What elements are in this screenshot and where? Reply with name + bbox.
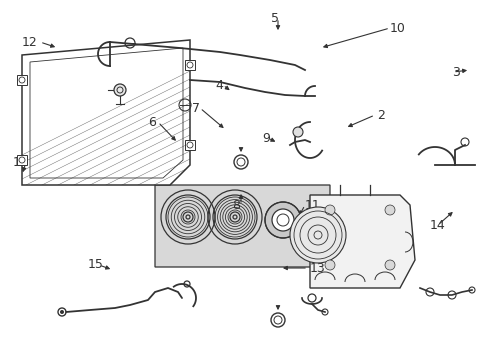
Bar (184, 140, 195, 150)
Circle shape (384, 205, 394, 215)
Text: 15: 15 (88, 258, 103, 271)
Text: 13: 13 (309, 261, 325, 275)
Circle shape (114, 84, 126, 96)
Text: 8: 8 (231, 198, 240, 212)
Bar (17, 75, 27, 85)
Text: 3: 3 (451, 66, 459, 78)
Text: 1: 1 (13, 156, 21, 168)
Circle shape (289, 207, 346, 263)
Circle shape (301, 208, 328, 236)
Circle shape (325, 260, 334, 270)
Text: 9: 9 (262, 131, 269, 144)
Circle shape (60, 310, 64, 314)
Polygon shape (22, 40, 190, 185)
Text: 5: 5 (270, 12, 279, 24)
Bar (17, 155, 27, 165)
Text: 12: 12 (22, 36, 38, 49)
Bar (184, 60, 195, 70)
Circle shape (264, 202, 301, 238)
Text: 6: 6 (148, 116, 156, 129)
Polygon shape (155, 185, 329, 267)
Polygon shape (309, 195, 414, 288)
Text: 4: 4 (215, 78, 223, 91)
Circle shape (271, 209, 293, 231)
Circle shape (384, 260, 394, 270)
Text: 14: 14 (429, 219, 445, 231)
Circle shape (325, 205, 334, 215)
Text: 11: 11 (305, 198, 320, 212)
Text: 10: 10 (389, 22, 405, 35)
Circle shape (306, 214, 323, 230)
Text: 7: 7 (192, 102, 200, 114)
Text: 2: 2 (376, 108, 384, 122)
Circle shape (292, 127, 303, 137)
